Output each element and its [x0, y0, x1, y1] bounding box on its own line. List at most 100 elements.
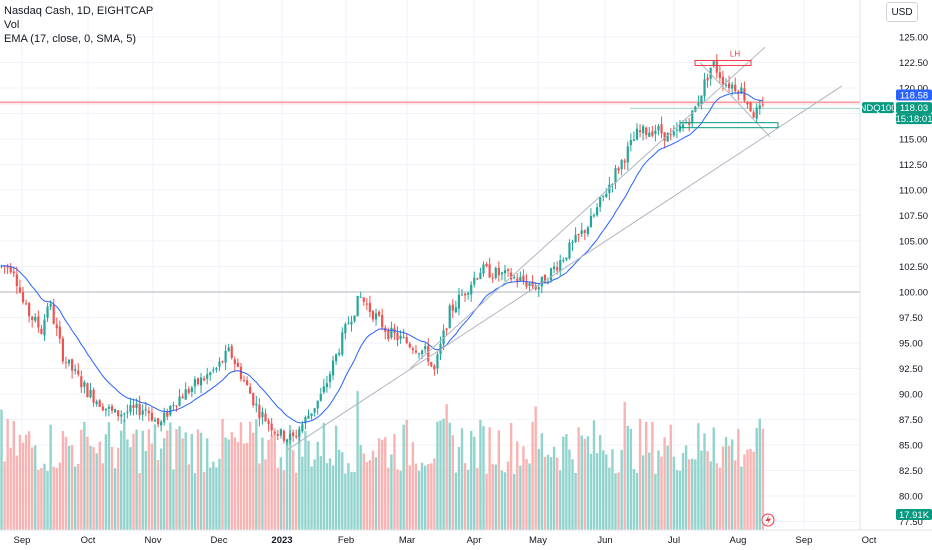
candle-body	[371, 311, 375, 320]
candle-body	[276, 433, 279, 436]
candle-body	[135, 403, 138, 408]
y-tick-label: 125.00	[899, 33, 928, 44]
volume-bar	[724, 436, 728, 530]
volume-bar	[669, 424, 672, 530]
candle-body	[611, 184, 614, 186]
y-tick-label: 77.50	[899, 517, 923, 528]
candle-body	[378, 311, 381, 316]
candle-body	[175, 405, 178, 407]
symbol-title[interactable]: Nasdaq Cash, 1D, EIGHTCAP	[4, 5, 154, 17]
candle-body	[55, 324, 58, 329]
volume-bar	[153, 424, 157, 530]
candle-body	[249, 386, 252, 394]
candle-body	[485, 263, 488, 267]
volume-bar	[423, 465, 427, 530]
currency-button[interactable]: USD	[886, 2, 918, 22]
candle-body	[749, 102, 752, 111]
volume-bar	[184, 432, 187, 530]
candle-body	[15, 274, 18, 287]
volume-bar	[715, 463, 719, 530]
candle-body	[310, 413, 313, 417]
volume-bar	[755, 428, 758, 530]
volume-bar	[156, 460, 160, 530]
volume-bar	[264, 459, 267, 530]
y-tick-label: 107.50	[899, 211, 928, 222]
candle-body	[160, 421, 163, 426]
candle-body	[516, 278, 519, 282]
time-axis: Sep Oct Nov Dec 2023 Feb Mar Apr May Jun Jul Aug Sep…	[0, 529, 932, 546]
candle-body	[37, 316, 40, 328]
candle-body	[497, 267, 500, 276]
volume-bar	[700, 450, 703, 530]
volume-legend[interactable]: Vol	[4, 19, 20, 31]
candle-body	[721, 77, 725, 85]
candle-body	[169, 405, 172, 416]
candle-body	[83, 382, 86, 387]
candle-body	[307, 415, 310, 419]
candle-body	[718, 72, 721, 78]
candle-body	[273, 432, 276, 434]
y-tick-label: 92.50	[899, 364, 923, 375]
volume-bar	[344, 473, 347, 530]
candle-body	[706, 77, 709, 81]
candle-body	[691, 110, 694, 124]
candle-body	[331, 360, 335, 376]
candle-body	[724, 84, 728, 86]
candle-body	[304, 417, 307, 424]
volume-bar	[276, 467, 279, 530]
x-tick-label: Mar	[399, 535, 415, 546]
volume-bar	[205, 438, 209, 530]
candle-body	[325, 383, 329, 388]
candle-body	[196, 378, 200, 385]
candle-body	[298, 429, 301, 437]
candle-body	[218, 361, 221, 367]
candle-body	[488, 264, 491, 278]
candles	[0, 54, 764, 446]
candle-body	[113, 409, 117, 413]
candle-body	[758, 105, 761, 109]
volume-bar	[740, 466, 743, 530]
volume-bar	[494, 464, 497, 530]
volume-bar	[40, 467, 43, 530]
candle-body	[187, 389, 190, 393]
volume-bar	[371, 450, 375, 530]
candle-body	[156, 418, 160, 425]
candle-body	[49, 304, 52, 307]
volume-bar	[135, 429, 138, 530]
ema-legend[interactable]: EMA (17, close, 0, SMA, 5)	[4, 33, 137, 45]
volume-bar	[675, 470, 679, 530]
x-tick-label: Oct	[862, 535, 877, 546]
candle-body	[18, 287, 22, 293]
candle-body	[761, 104, 764, 106]
candle-body	[230, 346, 233, 358]
volume-bar	[31, 447, 34, 530]
volume-bar	[273, 428, 276, 530]
candle-body	[212, 369, 215, 371]
ema-17-line	[1, 91, 763, 424]
volume-bar	[221, 418, 224, 530]
candle-body	[420, 350, 424, 355]
volume-bar	[353, 472, 356, 530]
x-tick-label: Jun	[597, 535, 612, 546]
candle-body	[203, 378, 206, 381]
volume-bar	[144, 450, 147, 530]
candle-body	[476, 278, 479, 280]
volume-bar	[86, 436, 89, 530]
y-tick-label: 82.50	[899, 466, 923, 477]
volume-bar	[267, 439, 270, 530]
volume-bar	[598, 435, 602, 530]
volume-bar	[233, 437, 237, 530]
volume-bar	[3, 461, 6, 530]
volume-bar	[319, 456, 322, 530]
volume-bar	[546, 454, 550, 530]
candle-body	[350, 321, 353, 325]
volume-bar	[691, 458, 694, 530]
support-box	[679, 122, 779, 129]
candle-body	[623, 160, 626, 163]
volume-bar	[316, 441, 319, 530]
y-tick-label: 97.50	[899, 313, 923, 324]
candle-body	[577, 233, 580, 235]
volume-bar	[663, 437, 666, 530]
volume-bar	[571, 459, 574, 530]
